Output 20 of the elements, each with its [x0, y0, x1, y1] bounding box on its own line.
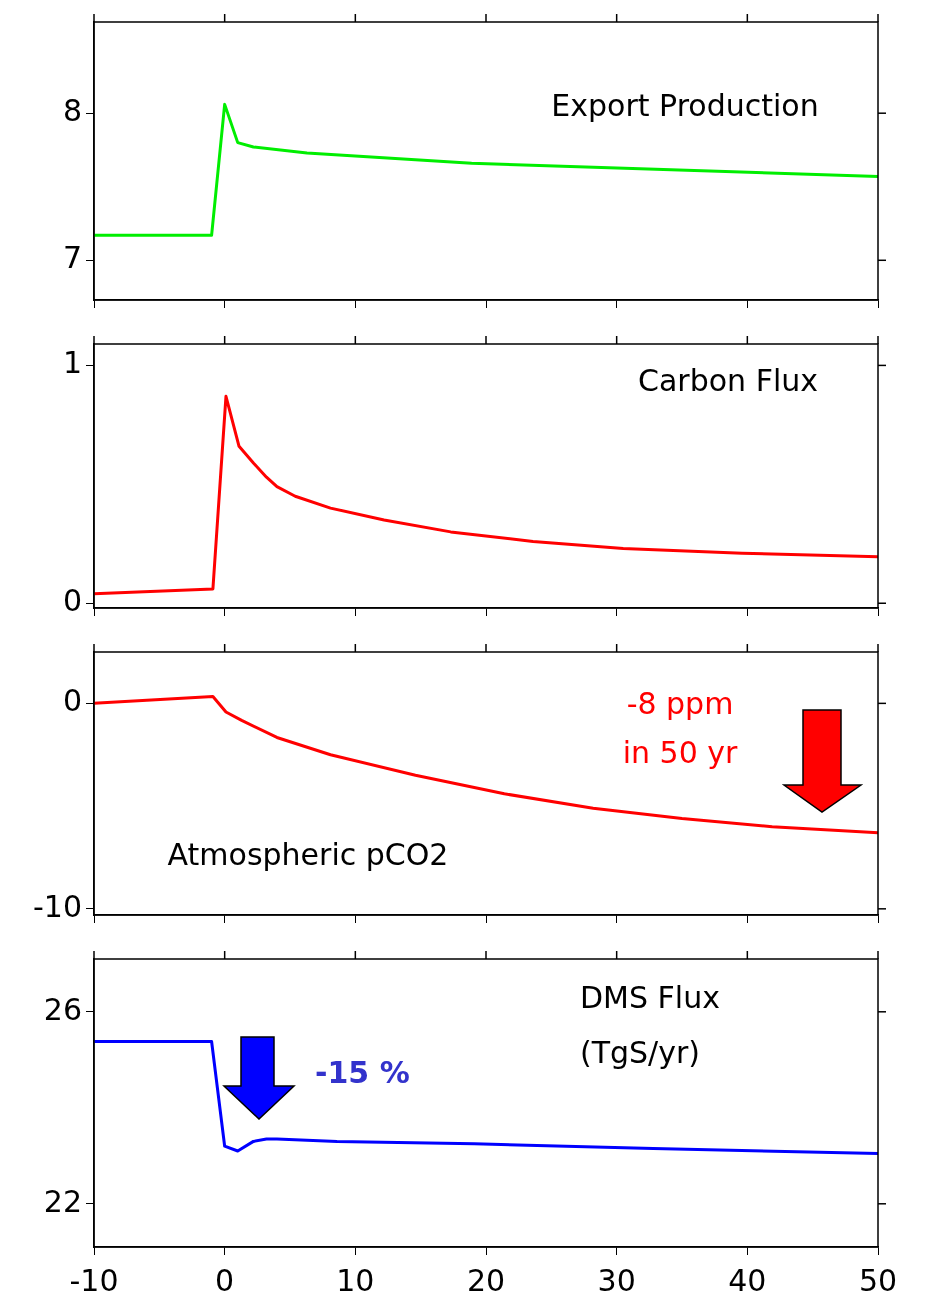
- y-tick-label: 0: [62, 583, 82, 619]
- y-tick-label: 22: [43, 1183, 82, 1219]
- annotation: Atmospheric pCO2: [167, 836, 449, 872]
- x-tick-label: 40: [728, 1262, 767, 1298]
- annotation: -15 %: [315, 1054, 410, 1090]
- y-tick-label: 26: [43, 991, 82, 1027]
- y-tick-label: -10: [33, 888, 82, 924]
- x-tick-label: 0: [215, 1262, 235, 1298]
- y-tick-label: 1: [62, 345, 82, 381]
- annotation: DMS Flux (TgS/yr): [580, 979, 720, 1070]
- annotation: -8 ppm in 50 yr: [622, 685, 738, 770]
- annotation: Export Production: [551, 87, 819, 123]
- annotation: Carbon Flux: [638, 362, 818, 398]
- y-tick-label: 0: [62, 683, 82, 719]
- x-tick-label: 50: [858, 1262, 898, 1298]
- x-tick-label: 10: [336, 1262, 375, 1298]
- y-tick-label: 7: [62, 240, 82, 276]
- y-tick-label: 8: [62, 92, 82, 128]
- x-tick-label: 20: [466, 1262, 506, 1298]
- x-tick-label: 30: [597, 1262, 636, 1298]
